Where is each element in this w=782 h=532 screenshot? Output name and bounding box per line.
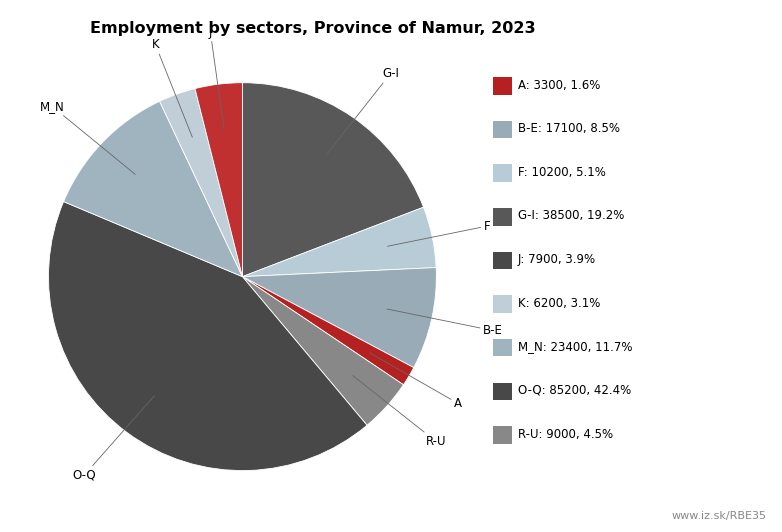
Wedge shape: [242, 82, 424, 277]
Text: G-I: 38500, 19.2%: G-I: 38500, 19.2%: [518, 210, 624, 222]
Text: A: 3300, 1.6%: A: 3300, 1.6%: [518, 79, 600, 92]
Text: O-Q: O-Q: [73, 396, 154, 481]
Text: K: 6200, 3.1%: K: 6200, 3.1%: [518, 297, 600, 310]
Wedge shape: [242, 268, 436, 368]
Wedge shape: [195, 82, 242, 277]
Text: R-U: 9000, 4.5%: R-U: 9000, 4.5%: [518, 428, 613, 440]
Wedge shape: [160, 89, 242, 277]
Wedge shape: [242, 277, 414, 385]
Text: A: A: [370, 353, 461, 410]
Text: F: F: [388, 220, 490, 246]
Text: B-E: B-E: [387, 309, 503, 337]
Text: R-U: R-U: [353, 376, 446, 448]
Text: O-Q: 85200, 42.4%: O-Q: 85200, 42.4%: [518, 384, 631, 397]
Wedge shape: [242, 277, 404, 425]
Text: Employment by sectors, Province of Namur, 2023: Employment by sectors, Province of Namur…: [90, 21, 536, 36]
Text: B-E: 17100, 8.5%: B-E: 17100, 8.5%: [518, 122, 619, 135]
Text: G-I: G-I: [327, 67, 399, 155]
Wedge shape: [48, 202, 367, 471]
Text: M_N: 23400, 11.7%: M_N: 23400, 11.7%: [518, 340, 632, 353]
Text: K: K: [152, 38, 192, 137]
Text: F: 10200, 5.1%: F: 10200, 5.1%: [518, 166, 605, 179]
Wedge shape: [242, 207, 436, 277]
Text: J: J: [209, 26, 224, 130]
Text: M_N: M_N: [40, 100, 135, 174]
Text: www.iz.sk/RBE35: www.iz.sk/RBE35: [672, 511, 766, 521]
Text: J: 7900, 3.9%: J: 7900, 3.9%: [518, 253, 596, 266]
Wedge shape: [63, 101, 242, 277]
